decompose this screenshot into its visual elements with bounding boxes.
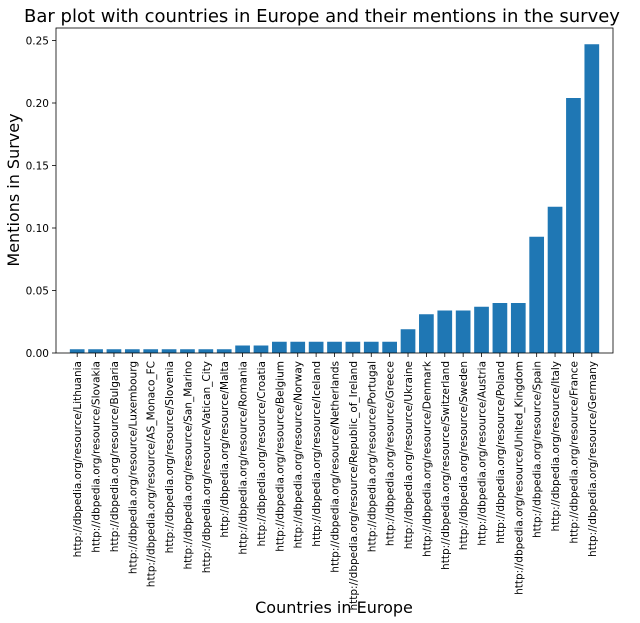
y-tick-label: 0.00 (26, 348, 49, 360)
x-tick-label: http://dbpedia.org/resource/Germany (587, 361, 599, 557)
bar (584, 44, 600, 353)
bar (455, 310, 471, 353)
x-tick-label: http://dbpedia.org/resource/Belgium (274, 361, 286, 552)
x-tick-label: http://dbpedia.org/resource/Italy (550, 361, 562, 531)
x-tick-label: http://dbpedia.org/resource/Slovenia (164, 361, 176, 553)
x-tick-label: http://dbpedia.org/resource/Denmark (421, 360, 433, 557)
x-tick-label: http://dbpedia.org/resource/Greece (385, 361, 397, 546)
x-tick-label: http://dbpedia.org/resource/Republic_of_… (348, 361, 360, 611)
bar (566, 98, 581, 353)
x-tick-label: http://dbpedia.org/resource/Ukraine (403, 361, 415, 549)
y-tick-label: 0.15 (26, 161, 49, 173)
bar (124, 349, 140, 353)
x-tick-label: http://dbpedia.org/resource/Switzerland (440, 361, 452, 570)
x-axis-label: Countries in Europe (255, 598, 413, 617)
x-tick-label: http://dbpedia.org/resource/Norway (293, 361, 305, 549)
y-tick-label: 0.10 (26, 223, 49, 235)
x-tick-label: http://dbpedia.org/resource/France (568, 361, 580, 544)
bar (198, 349, 214, 353)
x-tick-label: http://dbpedia.org/resource/Luxembourg (127, 361, 139, 574)
chart-title: Bar plot with countries in Europe and th… (24, 6, 620, 27)
x-tick-label: http://dbpedia.org/resource/United_Kingd… (513, 361, 525, 595)
y-axis-label: Mentions in Survey (4, 113, 23, 266)
y-tick-label: 0.25 (26, 36, 49, 48)
bar (510, 303, 526, 353)
bar (529, 236, 545, 353)
bar (290, 341, 306, 353)
x-tick-label: http://dbpedia.org/resource/Malta (219, 361, 231, 538)
bar (382, 341, 397, 353)
bar (419, 314, 434, 353)
x-axis-ticks: http://dbpedia.org/resource/Lithuania htt… (72, 353, 599, 611)
bar (69, 349, 85, 353)
bar (216, 349, 232, 353)
x-tick-label: http://dbpedia.org/resource/Spain (532, 361, 544, 538)
bar (363, 341, 379, 353)
x-tick-label: http://dbpedia.org/resource/Vatican_City (201, 361, 213, 573)
bar (143, 349, 159, 353)
x-tick-label: http://dbpedia.org/resource/Sweden (458, 361, 470, 550)
bar (547, 206, 563, 353)
x-tick-label: http://dbpedia.org/resource/AS_Monaco_FC (146, 361, 158, 587)
bar (180, 349, 195, 353)
x-tick-label: http://dbpedia.org/resource/Iceland (311, 361, 323, 547)
bar (272, 341, 287, 353)
y-axis-ticks: 0.00 0.05 0.10 0.15 0.20 0.25 (26, 36, 56, 360)
x-tick-label: http://dbpedia.org/resource/Slovakia (91, 361, 103, 553)
x-tick-label: http://dbpedia.org/resource/Romania (238, 361, 250, 555)
x-tick-label: http://dbpedia.org/resource/Poland (495, 361, 507, 544)
bar (253, 345, 269, 353)
y-tick-label: 0.05 (26, 286, 49, 298)
bar (106, 349, 122, 353)
bar (308, 341, 324, 353)
bars-group (69, 44, 600, 353)
plot-frame (55, 27, 614, 354)
bar (235, 345, 250, 353)
bar (474, 306, 489, 353)
bar (400, 329, 416, 353)
y-tick-label: 0.20 (26, 98, 49, 110)
bar (88, 349, 103, 353)
x-tick-label: http://dbpedia.org/resource/Lithuania (72, 361, 84, 557)
bar (492, 303, 508, 353)
x-tick-label: http://dbpedia.org/resource/Austria (477, 361, 489, 546)
x-tick-label: http://dbpedia.org/resource/Bulgaria (109, 361, 121, 552)
x-tick-label: http://dbpedia.org/resource/Portugal (366, 361, 378, 552)
bar (161, 349, 177, 353)
x-tick-label: http://dbpedia.org/resource/Croatia (256, 361, 268, 546)
bar (327, 341, 342, 353)
bar (345, 341, 361, 353)
x-tick-label: http://dbpedia.org/resource/Netherlands (330, 361, 342, 573)
bar (437, 310, 453, 353)
x-tick-label: http://dbpedia.org/resource/San_Marino (182, 361, 194, 570)
